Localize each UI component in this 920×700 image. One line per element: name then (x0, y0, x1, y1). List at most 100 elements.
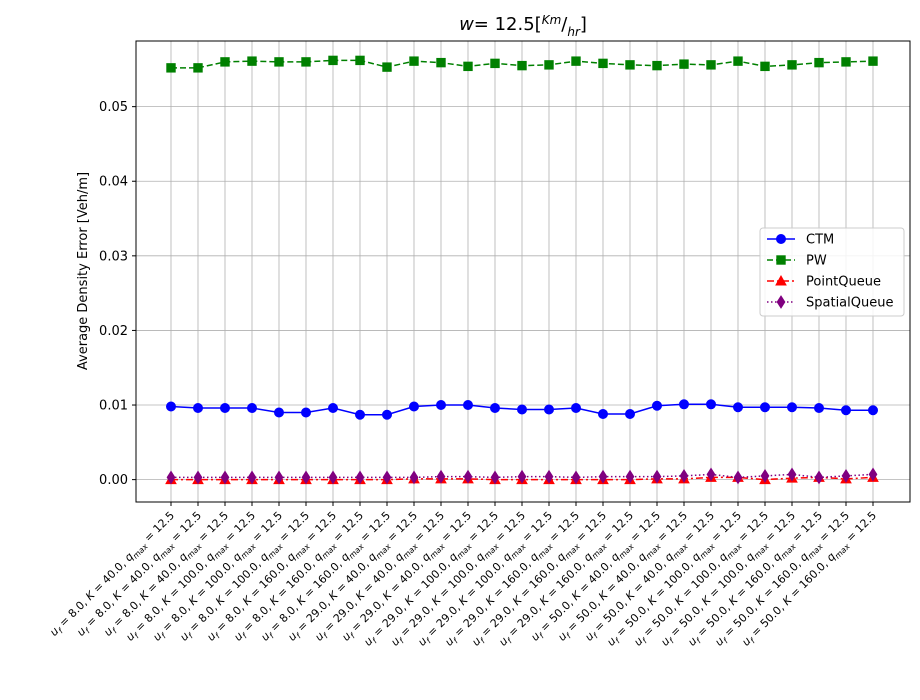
y-tick-label: 0.01 (99, 399, 128, 414)
legend-label: PointQueue (806, 275, 881, 290)
legend-label: PW (806, 254, 827, 269)
data-point-ctm (193, 403, 203, 414)
legend-marker (776, 255, 786, 265)
data-point-spatialqueue (625, 469, 635, 484)
y-tick-label: 0.00 (99, 473, 128, 488)
data-point-spatialqueue (409, 470, 419, 485)
data-point-ctm (247, 403, 257, 414)
data-point-spatialqueue (571, 470, 581, 485)
data-point-spatialqueue (301, 470, 311, 485)
data-point-ctm (625, 408, 635, 419)
plot-area-frame (135, 40, 911, 503)
legend-label: CTM (806, 233, 834, 248)
data-point-ctm (733, 402, 743, 413)
grid-lines (136, 41, 910, 502)
y-tick-label: 0.04 (99, 175, 128, 190)
data-point-spatialqueue (166, 470, 176, 485)
data-point-spatialqueue (679, 468, 689, 483)
series-pw (166, 55, 878, 73)
data-point-pw (220, 57, 230, 67)
data-point-ctm (463, 400, 473, 411)
data-point-spatialqueue (382, 470, 392, 485)
data-point-ctm (760, 402, 770, 413)
data-point-pw (625, 60, 635, 70)
data-point-ctm (787, 402, 797, 413)
data-point-pw (301, 57, 311, 67)
data-point-pw (436, 57, 446, 68)
data-point-spatialqueue (436, 469, 446, 484)
data-point-pw (868, 56, 878, 66)
data-point-ctm (436, 400, 446, 411)
data-point-spatialqueue (760, 468, 770, 483)
data-point-ctm (166, 401, 176, 412)
y-tick-label: 0.05 (99, 100, 128, 115)
y-tick-label: 0.02 (99, 324, 128, 339)
data-point-pw (814, 57, 824, 68)
data-point-ctm (814, 403, 824, 414)
data-point-pw (193, 63, 203, 73)
data-point-pw (733, 56, 743, 66)
data-point-pw (247, 56, 257, 66)
data-point-ctm (868, 405, 878, 416)
data-point-pw (598, 58, 608, 69)
data-point-ctm (220, 403, 230, 414)
data-point-spatialqueue (490, 470, 500, 485)
data-point-spatialqueue (220, 470, 230, 485)
data-point-spatialqueue (868, 467, 878, 482)
data-point-pw (490, 58, 500, 69)
data-point-pw (652, 60, 662, 71)
data-point-ctm (490, 403, 500, 414)
data-point-ctm (355, 409, 365, 420)
data-point-spatialqueue (517, 469, 527, 484)
data-point-spatialqueue (652, 469, 662, 484)
data-point-pw (787, 60, 797, 70)
legend-marker (776, 234, 786, 244)
data-point-pw (463, 61, 473, 72)
data-point-pw (382, 62, 392, 72)
data-point-ctm (328, 403, 338, 414)
data-point-pw (679, 59, 689, 69)
legend: CTM PW PointQueue SpatialQueue (759, 227, 905, 317)
data-point-ctm (301, 407, 311, 418)
y-tick-label: 0.03 (99, 249, 128, 264)
legend-frame (759, 227, 905, 317)
series-ctm (166, 399, 878, 420)
data-point-ctm (571, 403, 581, 414)
data-point-pw (409, 56, 419, 66)
data-point-spatialqueue (814, 470, 824, 485)
series-line-spatialqueue (171, 473, 874, 479)
data-point-pw (841, 57, 851, 67)
data-point-ctm (679, 399, 689, 410)
data-point-ctm (382, 409, 392, 420)
data-point-spatialqueue (706, 467, 716, 482)
data-point-spatialqueue (247, 470, 257, 485)
data-point-ctm (706, 399, 716, 410)
data-point-ctm (274, 407, 284, 418)
legend-label: SpatialQueue (806, 296, 893, 311)
data-point-pw (544, 60, 554, 70)
data-point-ctm (409, 401, 419, 412)
data-point-pw (355, 55, 365, 66)
data-point-pw (166, 63, 176, 73)
series-spatialqueue (166, 467, 878, 485)
data-point-ctm (517, 404, 527, 415)
y-axis-ticks: 0.00 0.01 0.02 0.03 0.04 0.05 (99, 100, 136, 488)
legend-items: CTM PW PointQueue SpatialQueue (767, 233, 893, 311)
data-point-spatialqueue (328, 470, 338, 485)
data-point-pw (517, 60, 527, 71)
legend-marker (776, 295, 786, 309)
data-point-ctm (841, 405, 851, 416)
data-point-pw (328, 55, 338, 66)
data-point-ctm (652, 400, 662, 411)
data-point-spatialqueue (598, 469, 608, 484)
y-axis-label: Average Density Error [Veh/m] (76, 172, 91, 370)
chart-title: w= 12.5[Km/hr] (459, 13, 587, 39)
data-point-ctm (544, 404, 554, 415)
data-point-spatialqueue (274, 470, 284, 485)
data-point-pw (571, 56, 581, 66)
data-point-spatialqueue (463, 469, 473, 484)
data-point-pw (706, 60, 716, 70)
data-point-pw (760, 61, 770, 72)
data-point-spatialqueue (355, 470, 365, 485)
